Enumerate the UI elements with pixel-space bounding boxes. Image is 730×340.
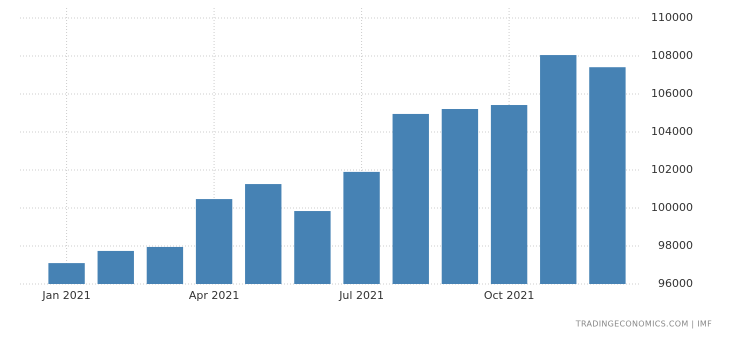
bar — [490, 105, 528, 285]
source: TRADINGECONOMICS.COM | IMF — [575, 320, 712, 329]
y-tick-label: 110000 — [651, 11, 693, 24]
bar — [441, 109, 479, 284]
y-tick-label: 108000 — [651, 49, 693, 62]
bar — [97, 250, 134, 284]
y-tick-label: 104000 — [651, 125, 693, 138]
y-tick-label: 96000 — [658, 277, 693, 290]
bar — [294, 211, 331, 284]
y-tick-label: 102000 — [651, 163, 693, 176]
bar — [48, 263, 85, 284]
bar — [195, 199, 233, 284]
y-tick-label: 100000 — [651, 201, 693, 214]
bar — [589, 67, 626, 285]
y-tick-label: 98000 — [658, 239, 693, 252]
bar — [343, 171, 380, 284]
x-tick-label: Oct 2021 — [484, 289, 535, 302]
bar — [540, 55, 577, 284]
bar — [245, 184, 282, 284]
bar — [392, 113, 429, 284]
x-tick-label: Jul 2021 — [338, 289, 384, 302]
x-tick-label: Apr 2021 — [189, 289, 240, 302]
y-tick-label: 106000 — [651, 87, 693, 100]
x-tick-label: Jan 2021 — [41, 289, 90, 302]
bar — [146, 246, 184, 284]
